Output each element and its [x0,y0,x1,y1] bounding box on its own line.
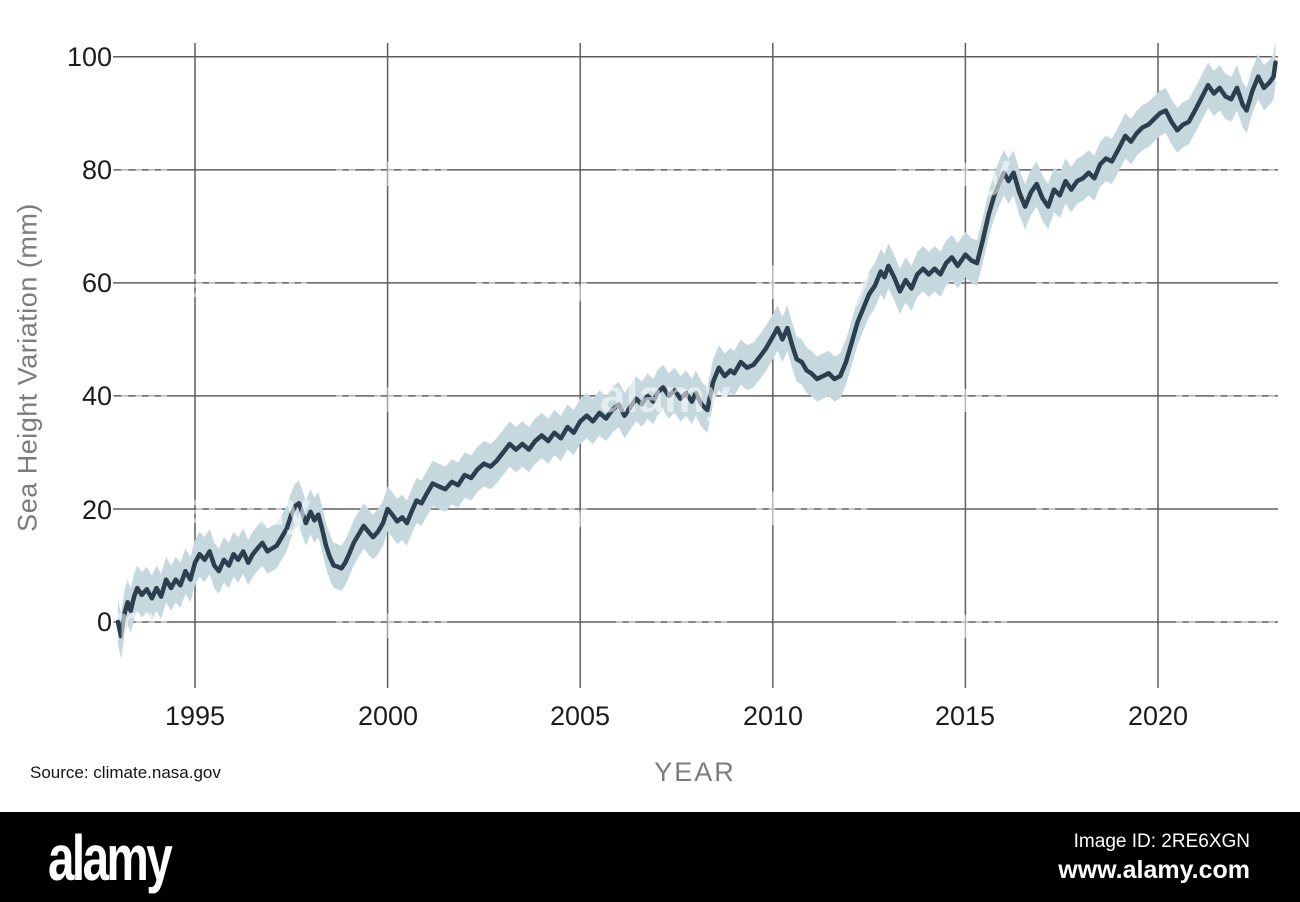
y-tick-label-0: 0 [96,607,112,637]
y-tick-label-20: 20 [81,495,112,525]
watermark-text: alamy [320,370,451,422]
alamy-url-text: www.alamy.com [1058,856,1250,884]
watermark-text: alamy [40,370,171,422]
source-credit: Source: climate.nasa.gov [30,763,221,782]
watermark-text: alamy [600,370,731,422]
watermark-text: alamy [1160,370,1291,422]
sea-level-line [115,60,1278,639]
watermark-text: alamy [600,596,731,648]
x-axis-title: YEAR [654,757,736,787]
watermark-text: alamy [1160,596,1291,648]
x-tick-label-1995: 1995 [164,701,226,731]
x-tick-label-2005: 2005 [549,701,611,731]
watermark-text: alamy [880,596,1011,648]
footer-info: Image ID: 2RE6XGN www.alamy.com [1058,829,1250,885]
x-tick-label-2010: 2010 [742,701,804,731]
x-tick-label-2020: 2020 [1127,701,1189,731]
x-tick-label-2000: 2000 [357,701,419,731]
watermark-text: alamy [880,144,1011,196]
watermark-text: alamy [320,144,451,196]
confidence-band [118,39,1276,659]
watermark-text: alamy [600,144,731,196]
watermark-text: alamy [1020,257,1151,309]
y-tick-label-40: 40 [81,381,112,411]
alamy-logo: alamy [48,820,173,894]
x-tick-label-2015: 2015 [934,701,996,731]
watermark-text: alamy [40,596,171,648]
image-id-text: Image ID: 2RE6XGN [1073,831,1250,852]
watermark-text: alamy [740,483,871,535]
y-tick-label-80: 80 [81,155,112,185]
watermark-text: alamy [180,483,311,535]
watermark-text: alamy [1020,483,1151,535]
watermark-text: alamy [320,596,451,648]
watermark-text: alamy [880,370,1011,422]
watermark-text: alamy [180,257,311,309]
watermark-text: alamy [460,483,591,535]
sea-level-chart: alamy alamy alamy alamy alamy alamy alamy alamy… [12,39,1291,787]
watermark-text: alamy [40,144,171,196]
watermark-text: alamy [740,257,871,309]
y-tick-label-60: 60 [81,268,112,298]
chart-canvas: alamy alamy alamy alamy alamy alamy alamy alamy… [40,39,1291,688]
y-tick-label-100: 100 [66,42,112,72]
watermark-text: alamy [1160,144,1291,196]
watermark-text: alamy [460,257,591,309]
alamy-footer-bar: alamy Image ID: 2RE6XGN www.alamy.com [0,812,1300,902]
